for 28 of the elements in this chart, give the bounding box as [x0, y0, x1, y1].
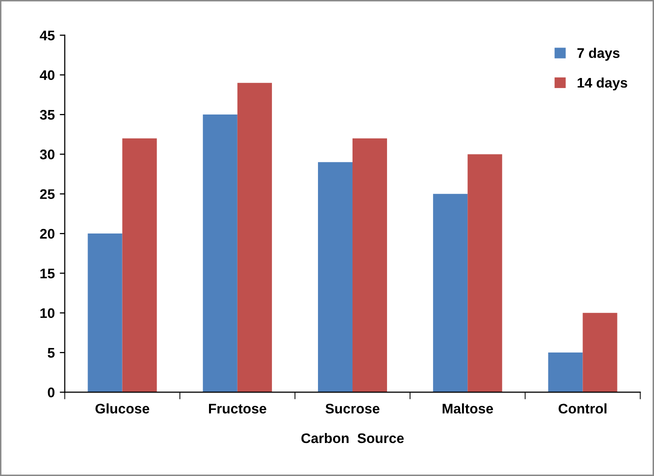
- legend-label: 7 days: [577, 48, 620, 61]
- bar: [468, 154, 502, 392]
- bar: [433, 194, 468, 392]
- y-tick-label: 5: [48, 348, 55, 358]
- bar: [318, 162, 353, 392]
- y-tick-label: 25: [40, 189, 55, 200]
- x-tick-label: Glucose: [95, 403, 150, 414]
- bar: [548, 352, 583, 392]
- legend-label: 14 days: [578, 77, 628, 90]
- bar: [352, 138, 388, 392]
- y-tick-label: 30: [40, 150, 54, 160]
- x-tick-label: Sucrose: [326, 404, 380, 414]
- bar: [582, 312, 618, 392]
- y-tick-label: 0: [48, 388, 54, 398]
- x-tick-label: Control: [558, 403, 606, 414]
- bar: [88, 234, 122, 392]
- y-tick-label: 35: [40, 110, 55, 120]
- y-tick-label: 45: [40, 30, 55, 40]
- x-axis-title: Carbon Source: [301, 432, 404, 444]
- y-tick-label: 10: [40, 308, 54, 318]
- bar: [202, 114, 238, 392]
- y-tick-label: 15: [40, 268, 55, 278]
- y-tick-label: 40: [40, 70, 54, 80]
- bar: [122, 138, 157, 392]
- y-tick-label: 20: [40, 228, 54, 239]
- bar: [237, 82, 272, 392]
- x-tick-label: Maltose: [442, 403, 493, 414]
- x-tick-label: Fructose: [209, 404, 266, 414]
